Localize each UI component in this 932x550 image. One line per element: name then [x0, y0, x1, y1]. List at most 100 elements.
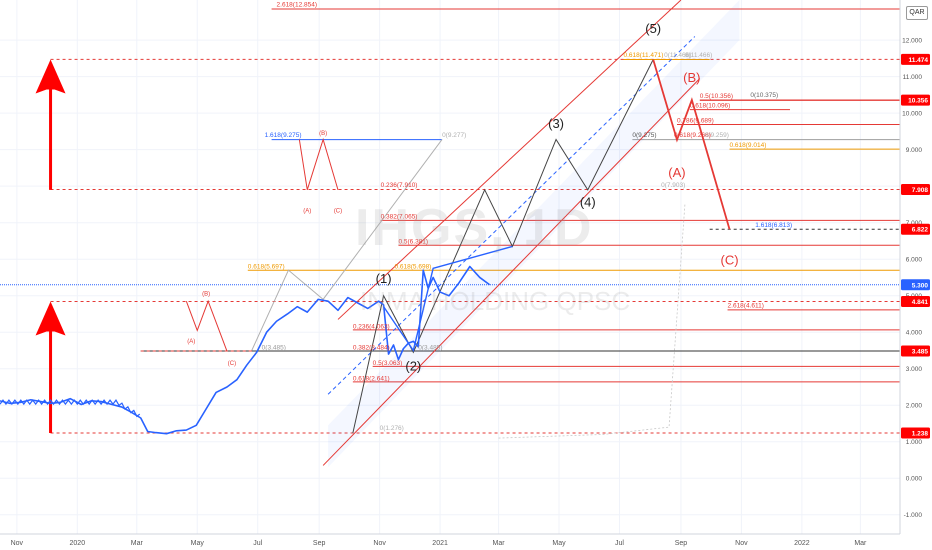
wave-2-3-path[interactable]: [383, 245, 513, 353]
price-badge-bg: [901, 279, 930, 291]
y-axis[interactable]: -1.0000.0001.0002.0003.0004.0005.0006.00…: [899, 0, 930, 534]
y-tick-label: 9.000: [906, 147, 923, 154]
fib-level-label: 0.618(9.268): [674, 132, 711, 139]
fib-level-label: 0(7.903): [661, 182, 685, 189]
price-badge-label: 11.474: [908, 57, 928, 64]
fib-level-label: 0(1.276): [380, 425, 404, 432]
y-tick-label: 0.000: [906, 476, 923, 483]
fib-level-label: 0(9.259): [705, 132, 729, 139]
y-tick-label: 2.000: [906, 403, 923, 410]
wave-label: (C): [334, 208, 342, 214]
wave-label: (5): [645, 21, 661, 36]
fib-level-label: 0(9.277): [442, 132, 466, 139]
red-up-arrow-lower-head[interactable]: [35, 301, 66, 336]
price-badge-bg: [901, 223, 930, 235]
fib-level-label: 2.618(4.611): [728, 302, 764, 309]
fib-level-label: 0.236(4.063): [353, 324, 390, 331]
price-badge-bg: [901, 184, 930, 196]
x-tick-label: Mar: [854, 540, 867, 547]
red-up-arrow-upper-head[interactable]: [35, 59, 66, 94]
fib-level-label: 0.5(3.063): [373, 360, 403, 367]
fibonacci-levels: [0, 8, 900, 434]
fib-level-label: 1.618(6.813): [755, 222, 792, 229]
wave-label: (B): [319, 131, 327, 137]
wave-label: (A): [187, 339, 195, 345]
small-abc-pattern-lower[interactable]: [185, 299, 228, 352]
x-tick-label: 2022: [794, 540, 810, 547]
x-tick-label: 2021: [432, 540, 448, 547]
wave-label: (B): [683, 70, 700, 85]
x-tick-label: Sep: [675, 540, 688, 547]
y-tick-label: 1.000: [906, 439, 923, 446]
y-tick-label: 3.000: [906, 366, 923, 373]
x-tick-label: Sep: [313, 540, 326, 547]
fib-level-label: 0.618(5.697): [248, 263, 285, 270]
channel-lower-line[interactable]: [322, 78, 701, 466]
fib-level-label: 0(11.466): [664, 52, 691, 59]
abc-correction-path[interactable]: [652, 59, 731, 230]
x-tick-label: Nov: [11, 540, 24, 547]
wave-label: (A): [303, 208, 311, 214]
fib-level-label: 0.382(7.065): [381, 213, 418, 220]
fib-time-arc[interactable]: [498, 204, 686, 439]
channel-fill: [328, 0, 740, 468]
channel-median-line[interactable]: [327, 36, 696, 395]
fib-level-label: 0(11.466): [685, 52, 712, 59]
y-tick-label: 4.000: [906, 330, 923, 337]
price-badge-label: 7.908: [912, 187, 929, 194]
price-badge-label: 6.822: [912, 227, 929, 234]
fib-level-label: 0.618(10.096): [690, 102, 730, 109]
price-badge-label: 3.485: [912, 349, 929, 356]
price-badge-bg: [901, 296, 930, 308]
y-tick-label: 10.000: [902, 111, 922, 118]
price-badge-bg: [901, 427, 930, 439]
y-tick-label: 6.000: [906, 257, 923, 264]
price-badge-label: 10.356: [908, 98, 928, 105]
currency-badge[interactable]: QAR: [906, 6, 928, 20]
fib-level-label: 0(3.485): [262, 345, 286, 352]
wave-label: (B): [202, 292, 210, 298]
x-tick-label: Nov: [373, 540, 386, 547]
wave-label: (C): [720, 253, 738, 268]
chart-labels: (1) (2) (3) (4) (5) (A) (B) (C) (A) (B) (C) (A) (B) (…: [187, 2, 792, 432]
fib-level-label: 0.5(6.381): [398, 239, 428, 246]
fib-level-label: 0.382(3.484): [353, 345, 390, 352]
wave-label: (4): [580, 194, 596, 209]
fib-level-label: 0(9.275): [632, 132, 656, 139]
x-tick-label: May: [191, 540, 205, 547]
small-abc-pattern-upper[interactable]: [298, 137, 339, 190]
price-badge-bg: [901, 345, 930, 357]
price-badge-label: 4.841: [912, 299, 929, 306]
x-tick-label: Jul: [615, 540, 624, 547]
price-line-noise: [0, 399, 141, 418]
price-badge-bg: [901, 53, 930, 65]
price-series: [0, 265, 491, 435]
y-tick-label: 12.000: [902, 38, 922, 45]
channel-upper-line[interactable]: [337, 0, 682, 320]
impulse-wave-projection[interactable]: [352, 59, 654, 434]
x-tick-label: May: [552, 540, 566, 547]
y-tick-label: 11.000: [903, 74, 923, 81]
fib-level-label: 2.618(12.854): [277, 2, 317, 9]
x-axis: Nov 2020 Mar May Jul Sep Nov 2021 Mar May Jul Sep No…: [0, 533, 900, 547]
wave-label: (C): [228, 361, 236, 367]
fib-level-label: 0.236(7.910): [381, 182, 418, 189]
price-badge-label: 1.238: [912, 431, 929, 438]
fib-level-label: 0.786(9.689): [677, 117, 714, 124]
trend-channel[interactable]: [322, 0, 740, 468]
fib-level-label: 0(10.375): [750, 92, 778, 99]
wave-drawings[interactable]: [35, 59, 731, 439]
gridlines: [0, 0, 900, 534]
x-tick-label: Jul: [253, 540, 262, 547]
x-tick-label: Mar: [493, 540, 506, 547]
fib-level-label: 0.618(2.641): [353, 375, 390, 382]
fib-level-label: 0.618(5.698): [394, 263, 431, 270]
y-tick-label: -1.000: [904, 512, 923, 519]
wave-label: (A): [668, 165, 685, 180]
wave-label: (2): [405, 359, 421, 374]
grey-projection-path[interactable]: [251, 139, 443, 351]
price-badge-label: 5.300: [912, 282, 929, 289]
fib-level-label: 0.618(11.471): [623, 52, 663, 59]
